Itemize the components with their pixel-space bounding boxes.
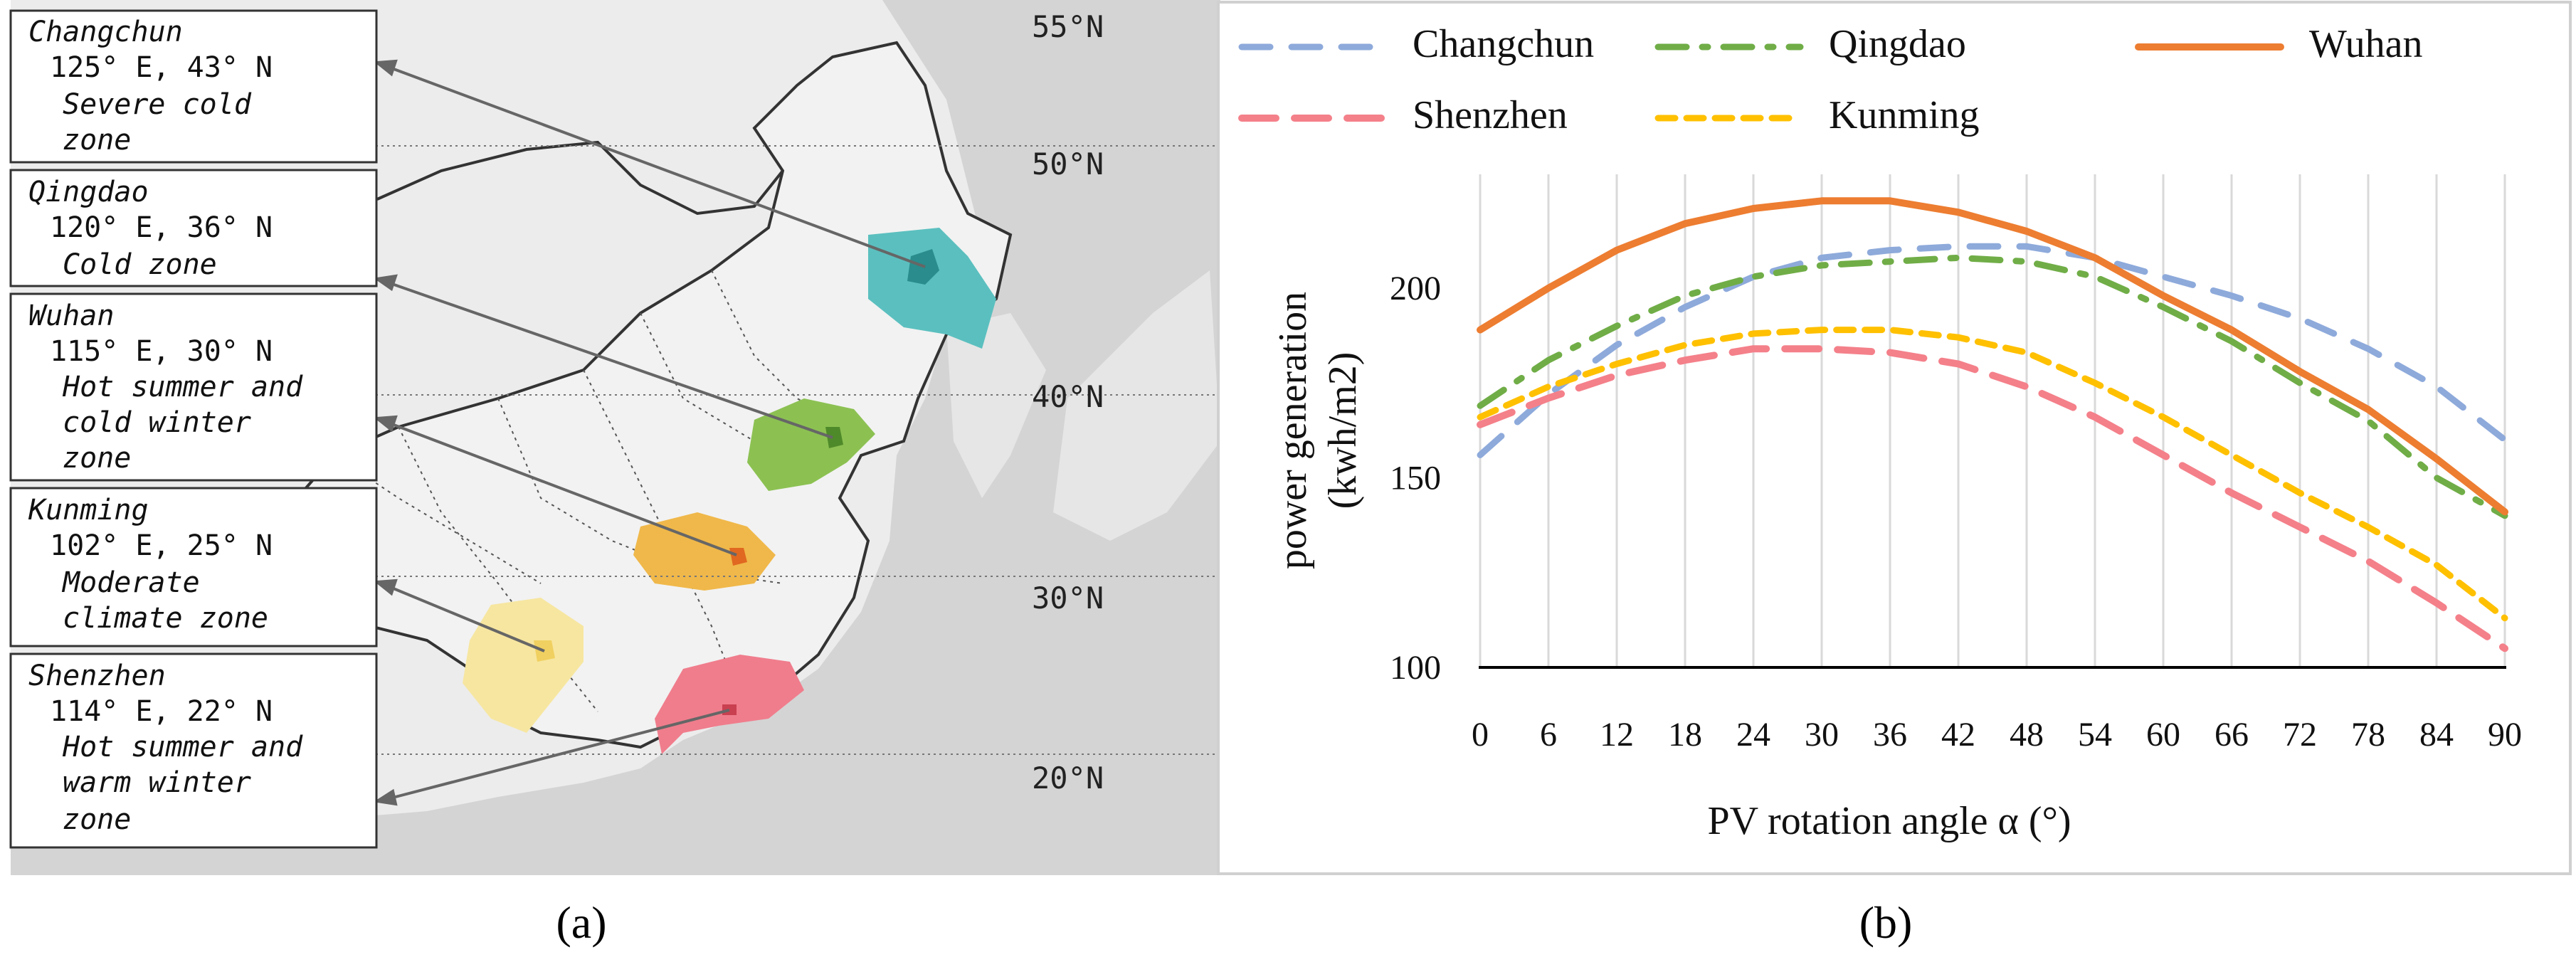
city-wuhan-marker: [729, 548, 747, 566]
x-tick-label-18: 18: [1668, 716, 1702, 754]
x-tick-label-72: 72: [2283, 716, 2317, 754]
changchun-climate-2: zone: [63, 124, 131, 157]
connector-arrows: [373, 59, 926, 806]
chart-series: [1477, 197, 2508, 652]
chart-frame: [1217, 1, 2572, 875]
shenzhen-coords: 114° E, 22° N: [50, 695, 273, 728]
lat-label-20: 20°N: [1032, 761, 1104, 795]
city-shenzhen-marker: [722, 704, 737, 715]
x-tick-label-48: 48: [2010, 716, 2044, 754]
city-qingdao-marker: [825, 427, 843, 448]
x-tick-label-42: 42: [1941, 716, 1975, 754]
y-tick-label-150: 150: [1390, 459, 1441, 497]
shenzhen-climate-1: Hot summer and: [62, 731, 303, 763]
x-tick-label-24: 24: [1736, 716, 1770, 754]
kunming-climate-2: climate zone: [63, 602, 268, 635]
x-tick-label-30: 30: [1805, 716, 1839, 754]
legend-label-qingdao: Qingdao: [1829, 22, 1966, 66]
changchun-name: Changchun: [28, 16, 183, 48]
kunming-climate-1: Moderate: [61, 566, 200, 599]
x-tick-label-78: 78: [2351, 716, 2385, 754]
legend-label-kunming: Kunming: [1829, 93, 1980, 137]
chart-axes: 0 6 12 18 24 30 36 42 48 54 60 66 72 78 84 90 100 150 200: [1390, 270, 2522, 754]
x-tick-label-54: 54: [2078, 716, 2112, 754]
lat-label-55: 55°N: [1032, 9, 1104, 44]
series-line-changchun: [1477, 243, 2508, 458]
x-tick-label-90: 90: [2488, 716, 2522, 754]
wuhan-name: Wuhan: [28, 300, 114, 332]
qingdao-coords: 120° E, 36° N: [50, 211, 273, 244]
chart-legend: Changchun Qingdao Wuhan Shenzhen Kunming: [1238, 22, 2422, 137]
kunming-name: Kunming: [28, 494, 149, 527]
series-line-kunming: [1477, 327, 2508, 622]
series-line-qingdao: [1477, 254, 2508, 519]
wuhan-climate-1: Hot summer and: [62, 371, 303, 403]
panel-b-chart: 0 6 12 18 24 30 36 42 48 54 60 66 72 78 84 90100150200 …: [1217, 1, 2572, 875]
y-axis-title-line2: (kwh/m2): [1321, 352, 1365, 509]
x-tick-label-60: 60: [2146, 716, 2180, 754]
city-label-boxes: [9, 9, 378, 849]
lat-label-40: 40°N: [1032, 379, 1104, 414]
city-labels: Changchun 125° E, 43° N Severe cold zone…: [28, 16, 303, 836]
series-line-wuhan: [1477, 197, 2508, 516]
shenzhen-climate-3: zone: [63, 803, 131, 836]
lat-label-50: 50°N: [1032, 147, 1104, 181]
shenzhen-name: Shenzhen: [28, 660, 166, 692]
wuhan-coords: 115° E, 30° N: [50, 335, 273, 368]
x-axis-title: PV rotation angle α (°): [1707, 799, 2071, 843]
panel-a-map: 55°N 50°N 40°N 30°N 20°N: [9, 0, 1220, 875]
kunming-coords: 102° E, 25° N: [50, 529, 273, 562]
qingdao-name: Qingdao: [28, 176, 149, 208]
northern-border: [376, 140, 784, 216]
x-tick-label-0: 0: [1472, 716, 1489, 754]
x-tick-label-36: 36: [1873, 716, 1907, 754]
changchun-coords: 125° E, 43° N: [50, 51, 273, 84]
lat-label-30: 30°N: [1032, 581, 1104, 615]
x-tick-label-6: 6: [1540, 716, 1557, 754]
province-shandong: [747, 398, 875, 491]
x-tick-label-84: 84: [2419, 716, 2454, 754]
caption-b: (b): [1859, 897, 1913, 948]
wuhan-climate-3: zone: [63, 442, 131, 475]
legend-label-changchun: Changchun: [1413, 22, 1594, 66]
legend-label-wuhan: Wuhan: [2309, 22, 2422, 66]
wuhan-climate-2: cold winter: [63, 406, 251, 439]
caption-a: (a): [556, 897, 606, 948]
korea-japan-land: [946, 270, 1220, 541]
y-tick-label-100: 100: [1390, 649, 1441, 687]
changchun-climate-1: Severe cold: [63, 88, 252, 121]
province-yunnan: [463, 598, 584, 733]
series-line-shenzhen: [1477, 345, 2508, 652]
x-tick-label-12: 12: [1600, 716, 1634, 754]
province-hubei: [633, 512, 776, 591]
qingdao-climate-1: Cold zone: [63, 248, 217, 281]
y-tick-label-200: 200: [1390, 270, 1441, 307]
y-axis-title-line1: power generation: [1271, 292, 1315, 569]
shenzhen-climate-2: warm winter: [63, 766, 251, 799]
legend-label-shenzhen: Shenzhen: [1413, 93, 1568, 137]
x-tick-label-66: 66: [2215, 716, 2249, 754]
